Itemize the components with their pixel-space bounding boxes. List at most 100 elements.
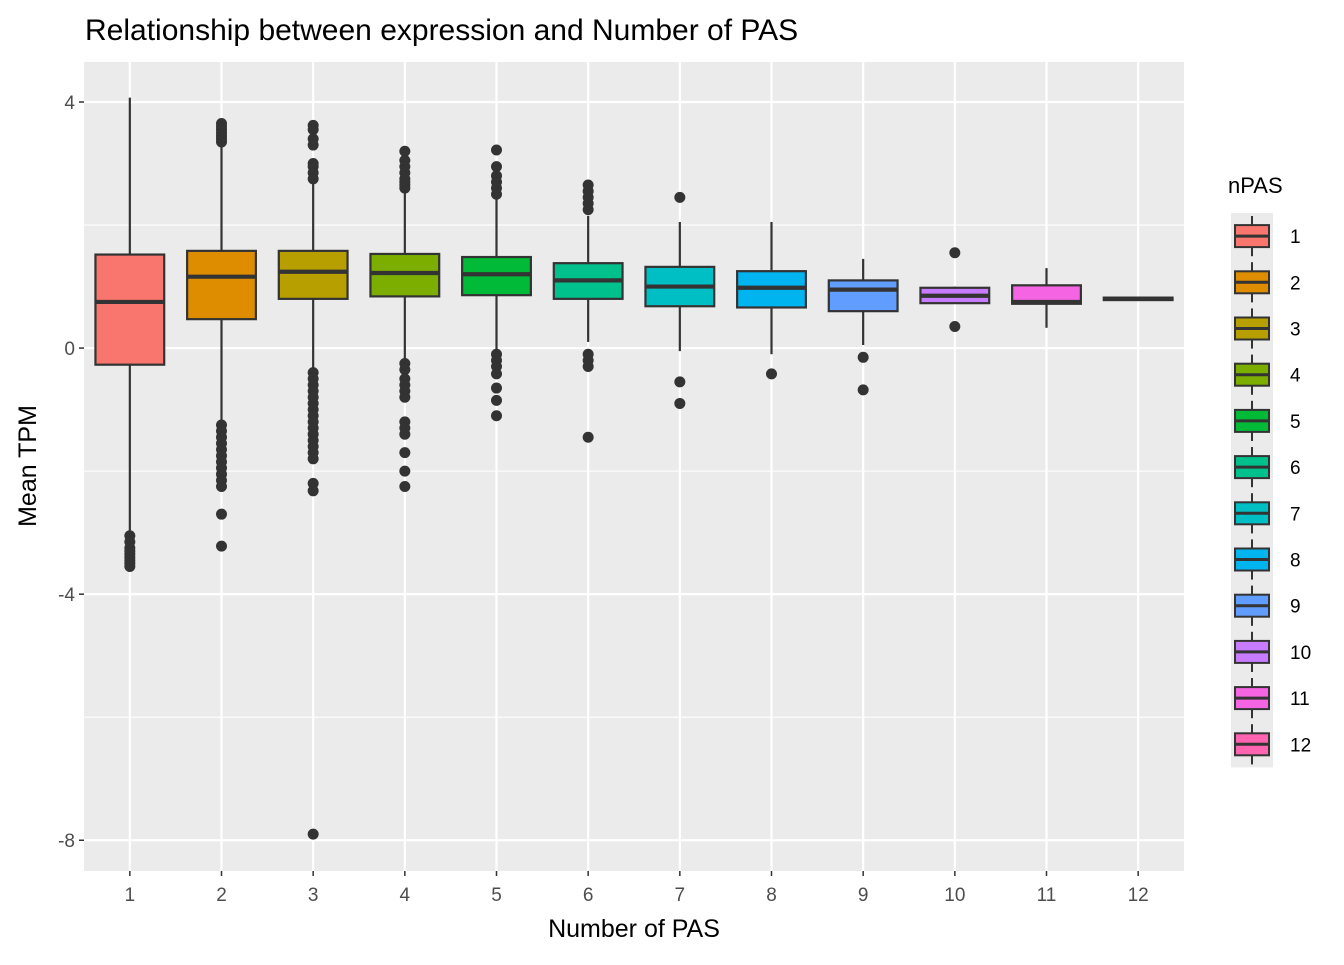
box-group-7 (644, 191, 716, 409)
legend-item-9: 9 (1234, 585, 1301, 626)
outlier-point (216, 480, 227, 492)
box (827, 279, 899, 313)
outlier-point (216, 540, 227, 552)
x-tick-label: 1 (125, 885, 136, 906)
box-group-12 (1102, 296, 1174, 302)
x-axis-title: Number of PAS (548, 915, 720, 943)
outlier-point (307, 828, 319, 840)
outlier-point (216, 118, 227, 130)
outlier-point (949, 321, 961, 333)
box-group-5 (461, 144, 532, 422)
legend-label: 10 (1290, 643, 1311, 664)
box (94, 253, 166, 366)
box-group-10 (919, 247, 991, 333)
legend-item-11: 11 (1234, 678, 1310, 719)
x-tick-label: 2 (216, 885, 227, 906)
x-tick-label: 7 (675, 885, 686, 906)
box-group-3 (277, 119, 349, 840)
outlier-point (399, 428, 411, 440)
legend-label: 7 (1290, 504, 1301, 525)
x-tick-label: 4 (400, 885, 411, 906)
outlier-point (582, 361, 594, 373)
outlier-point (857, 351, 869, 363)
legend-item-7: 7 (1234, 493, 1301, 534)
outlier-point (399, 465, 411, 477)
x-tick-label: 6 (583, 885, 594, 906)
outlier-point (307, 119, 319, 131)
outlier-point (949, 247, 961, 259)
box (369, 252, 441, 298)
outlier-point (491, 382, 502, 394)
legend-label: 8 (1290, 551, 1301, 572)
y-tick-label: -8 (58, 831, 75, 852)
legend-label: 4 (1290, 366, 1301, 387)
y-axis-title: Mean TPM (14, 405, 42, 527)
x-tick-label: 5 (491, 885, 502, 906)
legend-item-5: 5 (1234, 400, 1301, 441)
legend-title: nPAS (1228, 173, 1283, 198)
x-tick-label: 12 (1128, 885, 1149, 906)
legend-label: 6 (1290, 458, 1301, 479)
box-group-6 (552, 179, 624, 443)
outlier-point (582, 431, 594, 443)
outlier-point (399, 364, 411, 376)
outlier-point (216, 508, 227, 520)
outlier-point (399, 154, 411, 166)
legend-item-6: 6 (1234, 447, 1301, 488)
outlier-point (399, 447, 411, 459)
outlier-point (491, 410, 502, 422)
x-tick-label: 9 (858, 885, 869, 906)
plot-panel (84, 62, 1184, 871)
outlier-point (674, 397, 686, 409)
outlier-point (766, 368, 777, 380)
legend-item-2: 2 (1234, 262, 1301, 303)
outlier-point (399, 391, 411, 403)
legend-label: 9 (1290, 597, 1301, 618)
outlier-point (857, 384, 869, 396)
legend-item-8: 8 (1234, 539, 1301, 580)
outlier-point (307, 485, 319, 497)
legend-item-1: 1 (1234, 216, 1301, 257)
legend-label: 1 (1290, 227, 1301, 248)
box-group-1 (94, 97, 166, 572)
outlier-point (582, 179, 594, 191)
x-tick-label: 11 (1037, 885, 1057, 906)
outlier-point (674, 376, 686, 388)
legend-label: 12 (1290, 735, 1311, 756)
outlier-point (399, 145, 411, 157)
x-tick-label: 8 (766, 885, 777, 906)
box-group-2 (186, 118, 257, 552)
box-group-9 (827, 258, 899, 396)
box-group-8 (736, 221, 807, 380)
outlier-point (124, 560, 136, 572)
legend-label: 5 (1290, 412, 1301, 433)
outlier-point (491, 161, 502, 173)
axes: 40-4-81 2 3 4 5 6 7 8 9 10 11 12 (58, 93, 1149, 906)
legend-key-background (1231, 213, 1273, 768)
outlier-point (491, 394, 502, 406)
legend-item-10: 10 (1234, 631, 1311, 672)
box (186, 249, 257, 321)
legend-label: 11 (1290, 689, 1310, 710)
outlier-point (491, 170, 502, 182)
outlier-point (491, 368, 502, 380)
box-group-11 (1011, 268, 1082, 328)
y-tick-label: 0 (64, 339, 75, 360)
outlier-point (307, 453, 319, 465)
x-tick-label: 10 (944, 885, 965, 906)
legend-item-4: 4 (1234, 354, 1301, 395)
legend-label: 2 (1290, 273, 1301, 294)
box (277, 249, 349, 300)
outlier-point (307, 133, 319, 145)
outlier-point (674, 191, 686, 203)
chart-title: Relationship between expression and Numb… (85, 14, 798, 47)
box-group-4 (369, 145, 441, 492)
legend-label: 3 (1290, 320, 1301, 341)
outlier-point (307, 158, 319, 170)
legend-item-3: 3 (1234, 308, 1301, 349)
outlier-point (491, 144, 502, 156)
box-series (94, 97, 1174, 840)
y-tick-label: 4 (64, 93, 75, 114)
